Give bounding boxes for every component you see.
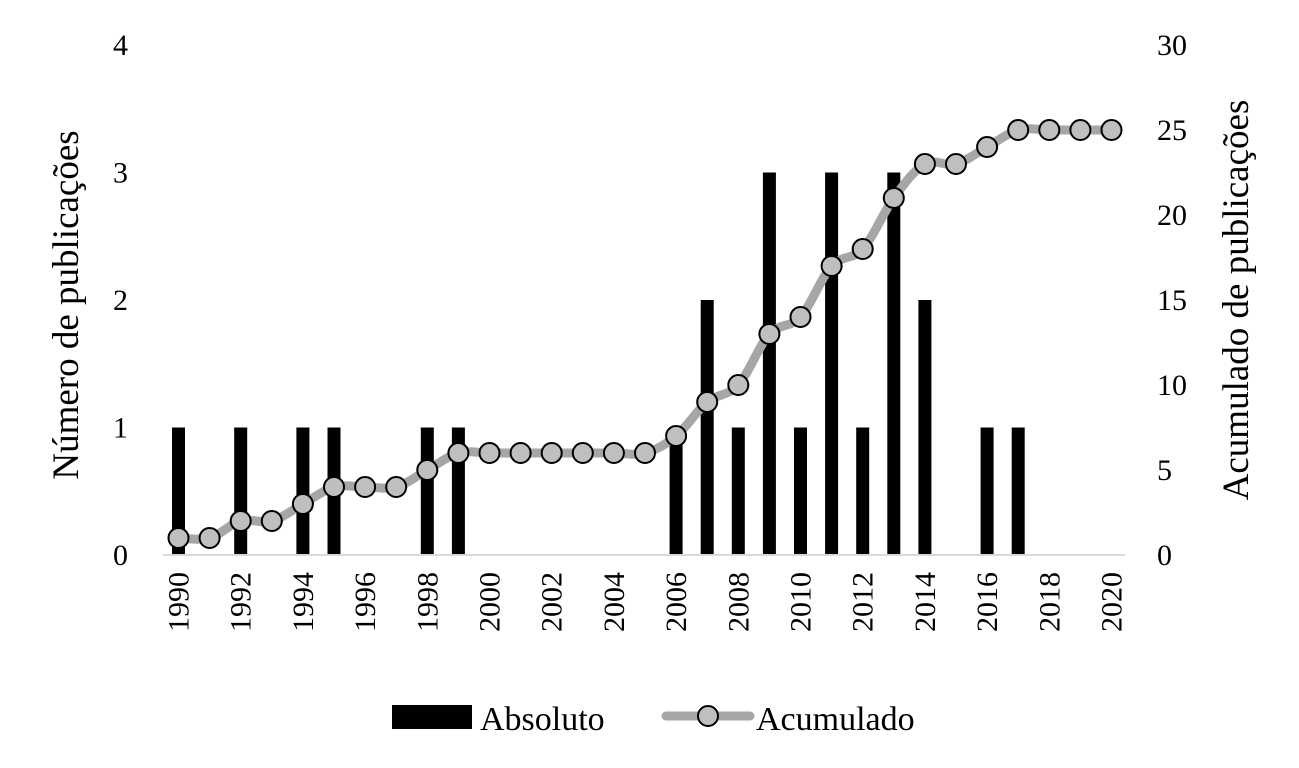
- right-y-axis-ticks: 0 5 10 15 20 25 30: [1157, 29, 1187, 572]
- x-tick-1996: 1996: [349, 572, 382, 632]
- point-1995: [323, 476, 345, 498]
- left-tick-3: 3: [113, 157, 128, 190]
- point-2012: [851, 238, 874, 260]
- point-2007: [696, 391, 719, 413]
- point-2005: [634, 442, 656, 464]
- point-1993: [260, 510, 283, 532]
- bar-2010: [794, 427, 807, 555]
- point-2004: [602, 442, 625, 464]
- right-tick-15: 15: [1157, 284, 1187, 317]
- left-tick-1: 1: [113, 412, 128, 445]
- legend-label-absoluto: Absoluto: [480, 701, 605, 738]
- x-tick-2016: 2016: [971, 572, 1004, 632]
- left-y-axis-title: Número de publicações: [46, 130, 87, 479]
- bar-2014: [918, 300, 932, 555]
- point-1990: [167, 527, 190, 549]
- x-tick-1992: 1992: [225, 572, 258, 632]
- bar-2016: [980, 427, 994, 555]
- left-tick-4: 4: [113, 29, 128, 62]
- legend: Absoluto Acumulado: [392, 701, 915, 738]
- bar-2008: [731, 427, 745, 555]
- point-1996: [354, 476, 377, 498]
- point-2006: [665, 425, 688, 447]
- point-1997: [385, 476, 408, 498]
- right-tick-0: 0: [1157, 539, 1172, 572]
- x-axis-ticks: 1990 1992 1994 1996 1998 2000 2002 2004 2006 2008…: [163, 572, 1129, 632]
- left-tick-2: 2: [113, 284, 128, 317]
- point-2001: [509, 442, 532, 464]
- point-2020: [1100, 119, 1123, 141]
- x-tick-2002: 2002: [536, 572, 569, 632]
- legend-label-acumulado: Acumulado: [756, 701, 915, 738]
- point-2019: [1069, 119, 1092, 141]
- right-tick-10: 10: [1157, 369, 1187, 402]
- right-tick-5: 5: [1157, 454, 1172, 487]
- x-tick-2008: 2008: [722, 572, 755, 632]
- bar-2009: [762, 172, 776, 555]
- point-2015: [945, 153, 967, 175]
- bar-2013: [887, 172, 901, 555]
- x-tick-2004: 2004: [598, 572, 631, 632]
- bar-2012: [856, 427, 870, 555]
- bar-2007: [700, 300, 714, 555]
- point-2002: [540, 442, 563, 464]
- x-tick-1994: 1994: [287, 572, 320, 632]
- x-tick-2020: 2020: [1096, 572, 1129, 632]
- bar-1998: [420, 427, 434, 555]
- legend-swatch-absoluto: [392, 705, 472, 729]
- point-2009: [758, 323, 781, 345]
- point-2003: [571, 442, 594, 464]
- left-tick-0: 0: [113, 539, 128, 572]
- point-2016: [976, 136, 999, 158]
- x-tick-1998: 1998: [411, 572, 444, 632]
- right-tick-25: 25: [1157, 114, 1187, 147]
- bar-1990: [172, 427, 185, 555]
- point-2014: [913, 153, 936, 175]
- bar-2011: [825, 172, 839, 555]
- point-2000: [478, 442, 501, 464]
- point-2018: [1038, 119, 1061, 141]
- point-2013: [882, 187, 905, 209]
- legend-swatch-acumulado-marker: [697, 705, 719, 727]
- x-tick-2018: 2018: [1033, 572, 1066, 632]
- bar-1992: [234, 427, 248, 555]
- x-tick-2014: 2014: [909, 572, 942, 632]
- left-y-axis-ticks: 0 1 2 3 4: [113, 29, 128, 572]
- point-2011: [820, 255, 843, 277]
- bar-1994: [296, 427, 310, 555]
- bar-2017: [1011, 427, 1025, 555]
- right-tick-30: 30: [1157, 29, 1187, 62]
- x-tick-2000: 2000: [474, 572, 507, 632]
- x-tick-2012: 2012: [847, 572, 880, 632]
- x-tick-2006: 2006: [660, 572, 693, 632]
- point-2017: [1007, 119, 1030, 141]
- point-1998: [416, 459, 439, 481]
- bar-2006: [669, 427, 683, 555]
- x-tick-1990: 1990: [163, 572, 196, 632]
- point-1991: [198, 527, 221, 549]
- line-series-acumulado: [167, 119, 1123, 549]
- x-tick-2010: 2010: [785, 572, 818, 632]
- point-2008: [727, 374, 750, 396]
- point-1999: [447, 442, 470, 464]
- point-2010: [789, 306, 812, 328]
- acumulado-line-path: [174, 124, 1116, 544]
- point-1994: [291, 493, 314, 515]
- point-1992: [229, 510, 252, 532]
- right-tick-20: 20: [1157, 199, 1187, 232]
- right-y-axis-title: Acumulado de publicações: [1216, 100, 1257, 501]
